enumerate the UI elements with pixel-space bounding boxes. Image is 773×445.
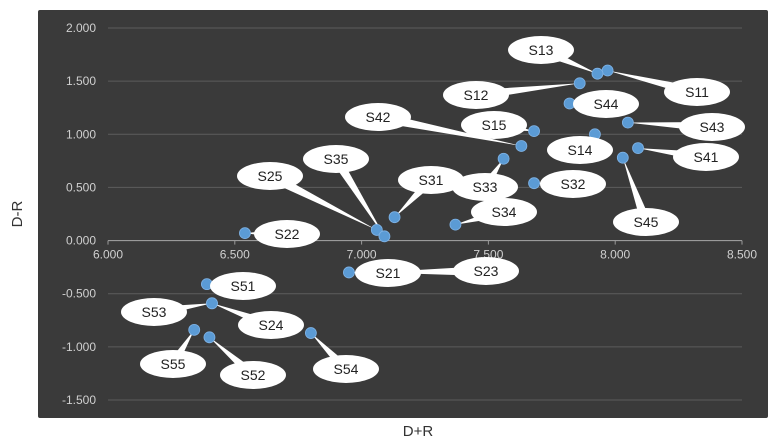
data-label-s33: S33 [473,179,498,195]
y-tick-label: 2.000 [66,21,96,35]
label-bubble-s22 [254,220,320,248]
point-labels: S11 S12 S13 S14 S15 S21 S22 S23 S24 S25 S31 S32 S33 S… [121,36,745,389]
data-point-s34 [449,218,462,231]
x-tick-label: 6.500 [220,248,250,262]
data-point-s21 [343,266,355,279]
data-point-s31 [388,211,401,224]
y-tick-label: 0.000 [66,234,96,248]
label-bubble-s42 [345,103,411,131]
data-label-s14: S14 [568,142,593,158]
x-tick-label: 8.500 [727,248,757,262]
data-label-s23: S23 [474,263,499,279]
y-tick-label: 1.000 [66,127,96,141]
data-label-s31: S31 [419,172,444,188]
y-tick-label: -1.000 [62,340,96,354]
y-tick-label: 0.500 [66,180,96,194]
x-axis-title: D+R [403,423,434,440]
label-bubble-s33 [452,173,518,201]
label-bubble-s35 [303,145,369,173]
label-bubble-s31 [398,166,464,194]
data-label-s12: S12 [464,87,489,103]
data-point-s12 [573,77,586,90]
data-label-s54: S54 [334,361,359,377]
data-point-s52 [203,331,216,344]
data-label-s22: S22 [275,226,300,242]
data-label-s35: S35 [324,151,349,167]
label-bubble-s14 [547,136,613,164]
data-label-s41: S41 [694,149,719,165]
data-label-s45: S45 [634,214,659,230]
label-bubble-s55 [140,350,206,378]
data-point-s43 [621,116,634,129]
label-bubble-s24 [238,311,304,339]
label-bubble-s54 [313,355,379,383]
data-label-s25: S25 [258,168,283,184]
data-label-s34: S34 [492,204,517,220]
data-point-s53 [206,297,218,310]
label-bubble-s43 [679,113,745,141]
label-bubble-s15 [461,111,527,139]
data-label-s44: S44 [594,96,619,112]
label-bubble-s53 [121,298,187,326]
data-point-s33 [497,152,510,165]
label-bubble-s25 [237,162,303,190]
x-tick-label: 7.000 [347,248,377,262]
data-label-s21: S21 [376,265,401,281]
data-label-s52: S52 [241,367,266,383]
data-label-s11: S11 [685,84,709,100]
data-point-s35 [378,230,391,243]
data-point-s42 [515,140,528,152]
x-axis-line [107,239,743,245]
data-point-s13 [591,67,604,80]
label-bubble-s32 [540,170,606,198]
data-point-s32 [528,177,540,190]
y-tick-label: -0.500 [62,287,96,301]
data-label-s24: S24 [259,317,284,333]
callout-pointer-s35 [331,156,385,237]
data-label-s53: S53 [142,304,167,320]
label-bubble-s51 [210,272,276,300]
data-point-s25 [370,224,383,236]
label-bubble-s11 [664,78,730,106]
x-tick-label: 6.000 [93,248,123,262]
label-bubble-s13 [508,36,574,64]
label-bubble-s12 [443,81,509,109]
callout-pointer-s45 [622,157,651,224]
y-tick-label: -1.500 [62,393,96,407]
data-point-s55 [188,323,201,336]
label-bubble-s44 [573,90,639,118]
data-label-s13: S13 [529,42,554,58]
data-label-s32: S32 [561,176,586,192]
data-label-s42: S42 [366,109,391,125]
callout-pointer-s25 [267,171,377,230]
data-point-s54 [304,327,317,339]
label-bubble-s34 [471,198,537,226]
label-bubble-s45 [613,208,679,236]
data-label-s55: S55 [161,356,186,372]
data-label-s15: S15 [482,117,507,133]
data-label-s43: S43 [700,119,725,135]
label-bubble-s23 [453,257,519,285]
data-point-s15 [528,125,540,137]
data-point-s41 [632,142,644,155]
x-tick-label: 8.000 [600,248,630,262]
label-bubble-s41 [673,143,739,171]
tick-labels: -1.500 -1.000 -0.500 0.000 0.500 1.000 1.500 2.… [62,21,757,407]
y-axis-title: D-R [9,201,26,228]
data-point-s11 [601,64,614,77]
label-bubble-s52 [220,361,286,389]
data-point-s22 [239,227,251,240]
data-label-s51: S51 [231,278,256,294]
y-tick-label: 1.500 [66,74,96,88]
data-points [188,64,644,344]
label-bubble-s21 [355,259,421,287]
data-point-s45 [616,151,629,164]
